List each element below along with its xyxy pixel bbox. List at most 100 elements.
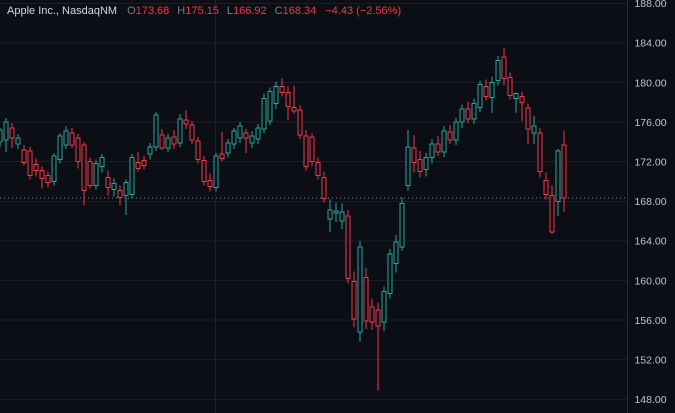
- candle: [219, 132, 225, 162]
- candle-body: [105, 177, 111, 188]
- candle-body: [561, 144, 567, 199]
- candle: [471, 98, 477, 125]
- candle: [393, 234, 399, 273]
- candle-body: [345, 215, 351, 280]
- candle: [171, 130, 177, 149]
- candle: [339, 203, 345, 230]
- candle-body: [435, 143, 441, 153]
- candle-body: [495, 60, 501, 82]
- candle: [315, 157, 321, 180]
- candle: [189, 121, 195, 144]
- candle-body: [195, 140, 201, 161]
- candle-body: [231, 130, 237, 145]
- candle: [9, 123, 15, 148]
- candle: [399, 197, 405, 251]
- candle: [39, 166, 45, 189]
- open-value: O173.68: [127, 5, 170, 17]
- candle-body: [441, 130, 447, 153]
- candle-body: [423, 157, 429, 171]
- candle: [489, 76, 495, 114]
- candle-body: [357, 246, 363, 333]
- candle: [153, 112, 159, 151]
- candle: [33, 158, 39, 177]
- candle: [303, 130, 309, 171]
- candle: [75, 133, 81, 169]
- price-axis-label: 184.00: [634, 38, 666, 50]
- candle-body: [489, 82, 495, 98]
- candle: [135, 151, 141, 172]
- chart-legend[interactable]: Apple Inc., NasdaqNM O173.68 H175.15 L16…: [7, 4, 401, 18]
- candle: [561, 130, 567, 212]
- candle: [375, 302, 381, 391]
- candle-body: [237, 125, 243, 139]
- candle: [123, 179, 129, 216]
- price-axis-label: 148.00: [634, 394, 666, 406]
- candle-body: [81, 144, 87, 191]
- candle: [99, 153, 105, 173]
- candle-body: [279, 85, 285, 93]
- candle-body: [459, 108, 465, 123]
- candle-body: [9, 127, 15, 139]
- candle: [309, 132, 315, 167]
- price-axis-label: 188.00: [634, 0, 666, 10]
- candle: [417, 150, 423, 178]
- candle: [387, 248, 393, 299]
- candle-body: [117, 189, 123, 198]
- candle-body: [387, 253, 393, 294]
- candle-body: [183, 119, 189, 125]
- price-axis[interactable]: 188.00 184.00 180.00 176.00 172.00 168.00 164.…: [634, 0, 666, 406]
- candle: [93, 159, 99, 190]
- candle: [327, 199, 333, 232]
- candle: [15, 133, 21, 149]
- candle-body: [249, 135, 255, 144]
- candle: [141, 155, 147, 170]
- candle-body: [111, 182, 117, 190]
- candle-body: [291, 106, 297, 112]
- candle-body: [447, 131, 453, 141]
- candle: [459, 104, 465, 129]
- candle: [165, 133, 171, 152]
- candle: [147, 142, 153, 160]
- candle-body: [309, 136, 315, 163]
- candle-body: [33, 164, 39, 172]
- candle-body: [429, 143, 435, 159]
- candle: [525, 103, 531, 144]
- candle-body: [507, 77, 513, 96]
- candle: [273, 81, 279, 110]
- candle: [279, 78, 285, 97]
- candle-body: [549, 194, 555, 233]
- high-value: H175.15: [177, 5, 219, 17]
- candle-body: [189, 124, 195, 141]
- candle-body: [219, 153, 225, 160]
- candle: [213, 152, 219, 192]
- candle-body: [351, 280, 357, 320]
- candle: [513, 92, 519, 114]
- candle: [501, 47, 507, 86]
- candle: [177, 114, 183, 147]
- candle: [447, 125, 453, 144]
- candle: [453, 118, 459, 145]
- candle: [159, 129, 165, 150]
- candle: [129, 153, 135, 199]
- candle: [81, 141, 87, 206]
- candle: [465, 101, 471, 124]
- candle-body: [501, 56, 507, 80]
- candle-body: [21, 149, 27, 164]
- candle-body: [303, 135, 309, 168]
- candle-body: [153, 114, 159, 148]
- price-axis-label: 156.00: [634, 315, 666, 327]
- candle: [231, 128, 237, 149]
- candle: [483, 79, 489, 101]
- price-axis-label: 180.00: [634, 77, 666, 89]
- candle: [429, 138, 435, 164]
- candle-body: [93, 163, 99, 186]
- candle: [111, 178, 117, 197]
- candle-body: [375, 309, 381, 327]
- candle: [321, 171, 327, 203]
- candle-body: [165, 137, 171, 149]
- candle: [537, 128, 543, 178]
- candle-body: [57, 135, 63, 161]
- candle: [333, 202, 339, 223]
